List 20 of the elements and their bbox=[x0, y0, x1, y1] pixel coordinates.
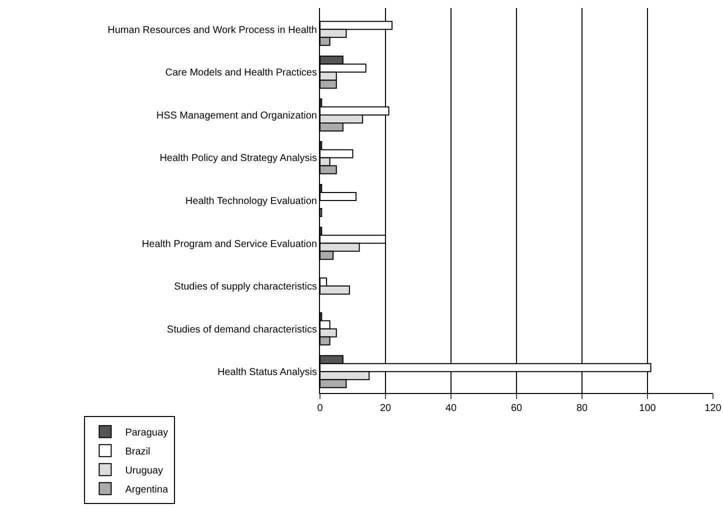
y-tick-label: Health Program and Service Evaluation bbox=[142, 238, 317, 250]
x-tick-label: 40 bbox=[445, 403, 457, 414]
x-tick-label: 120 bbox=[704, 403, 722, 414]
x-tick-label: 60 bbox=[510, 403, 522, 414]
y-tick-label: Health Policy and Strategy Analysis bbox=[160, 153, 317, 164]
y-tick-label: Studies of supply characteristics bbox=[174, 282, 317, 293]
x-tick-label: 80 bbox=[576, 403, 588, 414]
legend-label: Uruguay bbox=[125, 466, 164, 476]
y-tick-label: Studies of demand characteristics bbox=[166, 324, 317, 336]
legend-label: Brazil bbox=[125, 446, 150, 458]
x-tick-label: 0 bbox=[317, 403, 324, 414]
x-tick-label: 100 bbox=[639, 403, 656, 414]
x-tick-label: 20 bbox=[380, 403, 392, 414]
y-tick-label: Health Technology Evaluation bbox=[185, 196, 317, 207]
legend-label: Argentina bbox=[125, 484, 168, 496]
y-tick-label: Care Models and Health Practices bbox=[165, 68, 317, 79]
y-tick-label: Human Resources and Work Process in Health bbox=[108, 24, 317, 36]
y-tick-label: HSS Management and Organization bbox=[156, 110, 317, 122]
y-tick-label: Health Status Analysis bbox=[218, 367, 317, 378]
legend-label: Paraguay bbox=[125, 428, 168, 438]
